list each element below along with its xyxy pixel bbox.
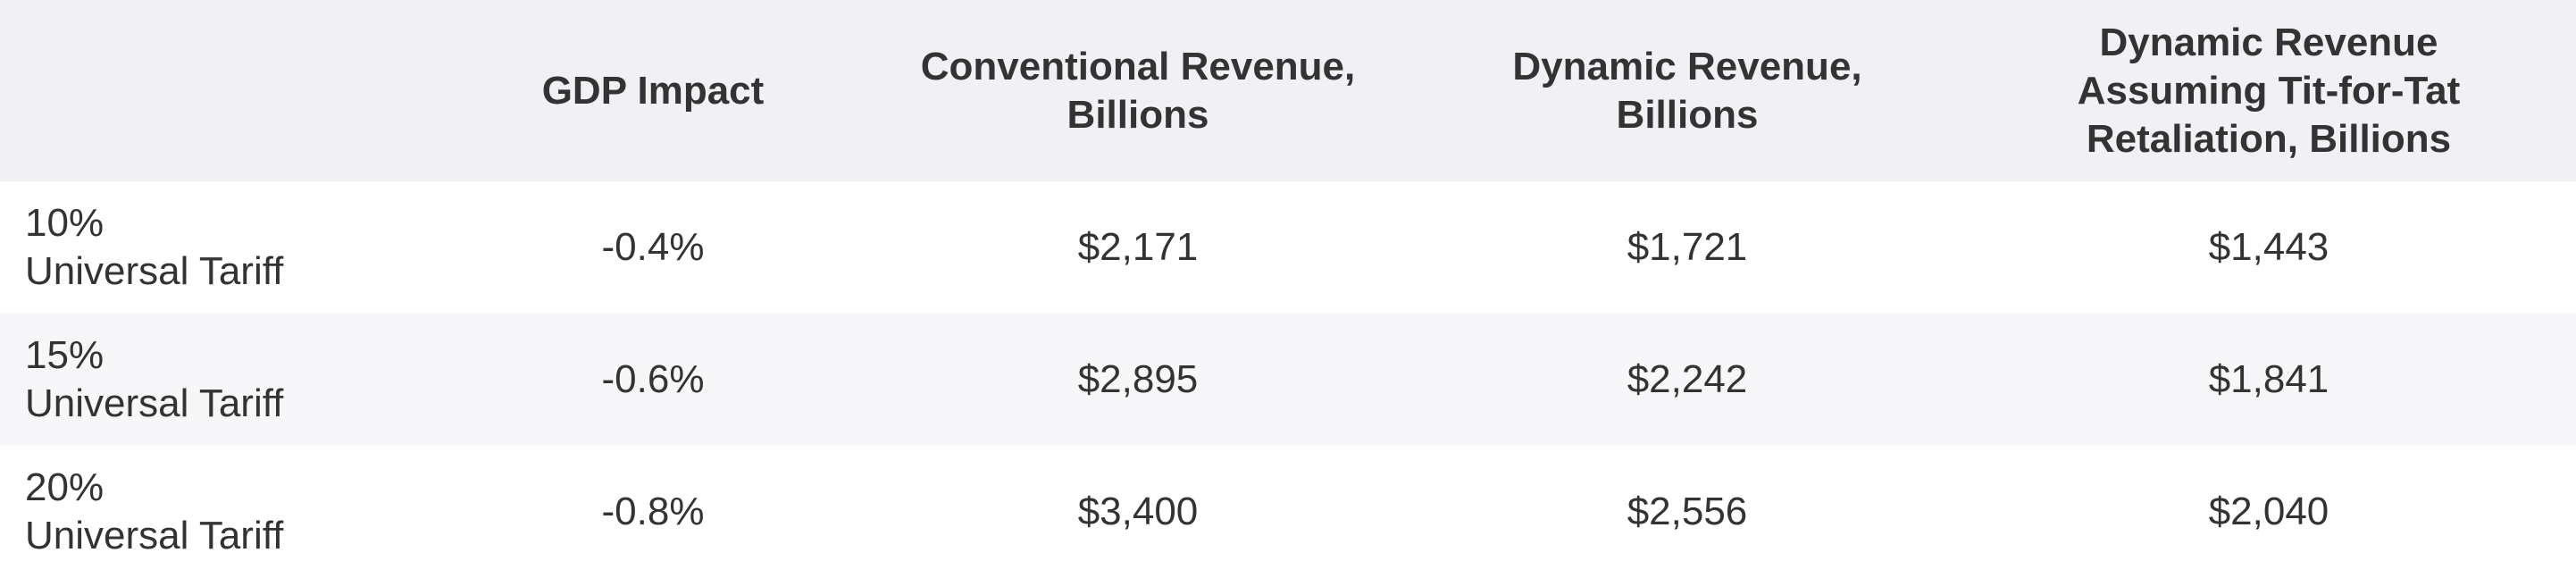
cell-conventional-revenue: $2,171 bbox=[1077, 225, 1199, 269]
header-line: Billions bbox=[1616, 92, 1759, 137]
header-dynamic-revenue-retaliation: Dynamic Revenue Assuming Tit-for-Tat Ret… bbox=[1961, 0, 2576, 181]
cell-conventional-revenue: $3,400 bbox=[1077, 490, 1199, 533]
cell-dynamic-revenue-retaliation: $1,841 bbox=[2208, 357, 2329, 401]
row-label-type: Universal Tariff bbox=[25, 249, 284, 293]
table-header: GDP Impact Conventional Revenue, Billion… bbox=[0, 0, 2576, 181]
header-line: Retaliation, Billions bbox=[2086, 116, 2452, 161]
header-dynamic-revenue: Dynamic Revenue, Billions bbox=[1413, 0, 1961, 181]
cell-gdp-impact: -0.4% bbox=[601, 225, 705, 269]
cell-dynamic-revenue-retaliation: $1,443 bbox=[2208, 225, 2329, 269]
cell-gdp-impact: -0.6% bbox=[601, 357, 705, 401]
cell-dynamic-revenue: $1,721 bbox=[1627, 225, 1748, 269]
table-row: 20% Universal Tariff -0.8% $3,400 $2,556… bbox=[0, 446, 2576, 578]
header-line: Dynamic Revenue bbox=[2099, 20, 2438, 64]
header-row: GDP Impact Conventional Revenue, Billion… bbox=[0, 0, 2576, 181]
row-label-rate: 10% bbox=[25, 201, 105, 245]
table-row: 15% Universal Tariff -0.6% $2,895 $2,242… bbox=[0, 314, 2576, 446]
header-conventional-revenue: Conventional Revenue, Billions bbox=[863, 0, 1413, 181]
header-line: GDP Impact bbox=[541, 68, 765, 113]
row-label-type: Universal Tariff bbox=[25, 514, 284, 557]
header-gdp-impact: GDP Impact bbox=[443, 0, 863, 181]
row-label-rate: 20% bbox=[25, 465, 105, 509]
row-label-rate: 15% bbox=[25, 333, 105, 377]
header-line: Billions bbox=[1066, 92, 1209, 137]
row-label-type: Universal Tariff bbox=[25, 381, 284, 425]
cell-dynamic-revenue-retaliation: $2,040 bbox=[2208, 490, 2329, 533]
row-label: 20% Universal Tariff bbox=[0, 446, 443, 578]
table-body: 10% Universal Tariff -0.4% $2,171 $1,721… bbox=[0, 181, 2576, 578]
cell-dynamic-revenue: $2,242 bbox=[1627, 357, 1748, 401]
cell-gdp-impact: -0.8% bbox=[601, 490, 705, 533]
header-label-cell bbox=[0, 0, 443, 181]
header-line: Assuming Tit-for-Tat bbox=[2077, 68, 2461, 113]
row-label: 15% Universal Tariff bbox=[0, 314, 443, 446]
header-line: Conventional Revenue, bbox=[920, 44, 1356, 88]
table-row: 10% Universal Tariff -0.4% $2,171 $1,721… bbox=[0, 181, 2576, 314]
cell-conventional-revenue: $2,895 bbox=[1077, 357, 1199, 401]
header-line: Dynamic Revenue, bbox=[1512, 44, 1862, 88]
row-label: 10% Universal Tariff bbox=[0, 181, 443, 314]
cell-dynamic-revenue: $2,556 bbox=[1627, 490, 1748, 533]
